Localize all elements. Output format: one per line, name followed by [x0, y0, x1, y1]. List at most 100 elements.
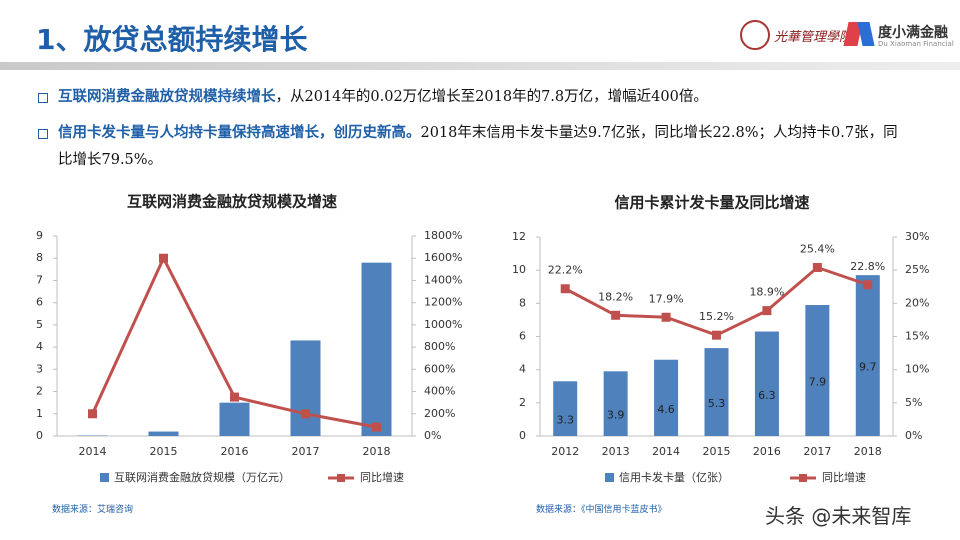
y-tick-label: 6: [36, 296, 43, 309]
bar-label: 9.7: [859, 361, 877, 374]
school-logo: 光華管理學院: [774, 30, 853, 45]
bar: [855, 275, 880, 436]
x-tick-label: 2015: [150, 445, 178, 458]
line-marker: [230, 392, 239, 402]
y2-tick-label: 5%: [905, 396, 922, 409]
bar: [805, 304, 830, 436]
y2-tick-label: 200%: [424, 407, 455, 420]
y2-tick-label: 1200%: [424, 296, 462, 309]
legend-label: 同比增速: [360, 470, 404, 484]
line: [91, 254, 377, 429]
y2-tick-label: 30%: [905, 230, 929, 243]
y-tick-label: 6: [519, 330, 526, 343]
y-tick-label: 0: [36, 429, 43, 442]
x-tick-label: 2014: [652, 445, 680, 458]
y-tick-label: 12: [512, 230, 526, 243]
line-marker: [159, 253, 168, 263]
legend-label: 互联网消费金融放贷规模（万亿元）: [114, 470, 290, 484]
bar: [754, 331, 779, 436]
x-tick-label: 2018: [854, 445, 882, 458]
y2-tick-label: 400%: [424, 385, 455, 398]
line-marker: [301, 409, 310, 419]
y-tick-label: 1: [36, 407, 43, 420]
y-tick-label: 10: [512, 263, 526, 276]
bar-label: 3.9: [607, 409, 625, 422]
x-tick-label: 2012: [551, 445, 579, 458]
bar: [704, 348, 729, 436]
y-tick-label: 0: [519, 429, 526, 442]
bar: [290, 340, 321, 436]
data-label: 25.4%: [800, 243, 835, 256]
line-marker: [762, 306, 772, 316]
school-emblem: [740, 20, 770, 50]
line-marker: [863, 280, 873, 290]
bar-label: 7.9: [809, 375, 827, 388]
x-tick-label: 2015: [703, 445, 731, 458]
bullet: 信用卡发卡量与人均持卡量保持高速增长，创历史新高。2018年末信用卡发卡量达9.…: [38, 120, 898, 174]
chart-title: 互联网消费金融放贷规模及增速: [127, 193, 337, 211]
line-marker: [88, 409, 97, 419]
y2-tick-label: 20%: [905, 296, 929, 309]
bullet-text: 2018年末信用卡发卡量达9.7亿张，同比增长22.8%；人均持卡0.7张，同比…: [58, 125, 898, 168]
x-tick-label: 2016: [221, 445, 249, 458]
x-tick-label: 2017: [292, 445, 320, 458]
y2-tick-label: 0%: [905, 429, 922, 442]
bar: [219, 402, 250, 436]
line-marker: [372, 422, 381, 432]
data-label: 22.8%: [850, 260, 885, 273]
company-logo-en: Du Xiaoman Financial: [878, 40, 954, 48]
y2-tick-label: 10%: [905, 363, 929, 376]
source-note: 数据来源：《中国信用卡蓝皮书》: [536, 505, 667, 515]
bullet: 互联网消费金融放贷规模持续增长，从2014年的0.02万亿增长至2018年的7.…: [38, 84, 898, 111]
data-label: 15.2%: [699, 310, 734, 323]
bar: [361, 262, 392, 436]
data-label: 18.2%: [598, 290, 633, 303]
x-tick-label: 2018: [363, 445, 391, 458]
bullet-highlight: 互联网消费金融放贷规模持续增长: [58, 89, 276, 105]
y2-tick-label: 1000%: [424, 318, 462, 331]
source-note: 数据来源：艾瑞咨询: [52, 505, 134, 515]
bar: [148, 431, 179, 436]
legend-marker: [337, 474, 345, 482]
y-tick-label: 4: [519, 363, 526, 376]
bar-label: 5.3: [708, 397, 726, 410]
data-label: 17.9%: [649, 292, 684, 305]
x-tick-label: 2017: [803, 445, 831, 458]
y2-tick-label: 15%: [905, 330, 929, 343]
y-tick-label: 2: [36, 385, 43, 398]
data-label: 18.9%: [749, 286, 784, 299]
y2-tick-label: 0%: [424, 429, 441, 442]
y2-tick-label: 25%: [905, 263, 929, 276]
x-tick-label: 2016: [753, 445, 781, 458]
y-tick-label: 9: [36, 229, 43, 242]
bullet-highlight: 信用卡发卡量与人均持卡量保持高速增长，创历史新高。: [58, 125, 421, 141]
data-label: 22.2%: [548, 264, 583, 277]
y-tick-label: 4: [36, 340, 43, 353]
legend-swatch: [605, 473, 614, 482]
bar: [603, 371, 628, 436]
y-tick-label: 3: [36, 362, 43, 375]
legend-label: 信用卡发卡量（亿张）: [619, 470, 729, 484]
bar-label: 4.6: [657, 403, 675, 416]
chart-title: 信用卡累计发卡量及同比增速: [614, 194, 809, 212]
line-marker: [661, 312, 671, 322]
y2-tick-label: 1800%: [424, 229, 462, 242]
watermark: 头条 @未来智库: [765, 504, 912, 528]
legend-swatch: [100, 473, 109, 482]
y-tick-label: 2: [519, 396, 526, 409]
x-tick-label: 2014: [79, 445, 107, 458]
line-marker: [560, 284, 570, 294]
bar-label: 6.3: [758, 389, 776, 402]
bar: [553, 381, 578, 436]
y-tick-label: 7: [36, 273, 43, 286]
bar: [654, 359, 679, 436]
legend-marker: [799, 474, 807, 482]
line-marker: [712, 330, 721, 340]
bar-label: 3.3: [556, 414, 574, 427]
legend-label: 同比增速: [822, 470, 866, 484]
company-logo: 度小满金融: [878, 25, 948, 41]
y-tick-label: 8: [36, 251, 43, 264]
y2-tick-label: 1600%: [424, 251, 462, 264]
line-marker: [812, 263, 822, 273]
